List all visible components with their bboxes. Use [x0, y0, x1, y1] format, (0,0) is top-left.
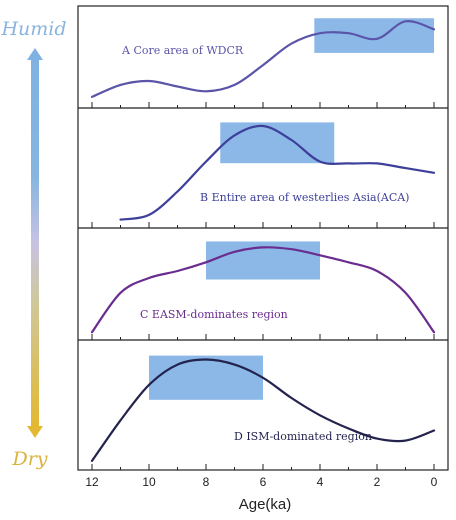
x-tick-label: 0	[431, 475, 438, 489]
series-line	[119, 124, 436, 221]
series-line	[90, 20, 436, 98]
x-tick-label: 8	[203, 475, 210, 489]
arrow-head-up	[27, 48, 43, 60]
panel-label: D ISM-dominated region	[234, 430, 372, 443]
panel-label: A Core area of WDCR	[121, 44, 244, 57]
panel-label: B Entire area of westerlies Asia(ACA)	[200, 191, 409, 204]
x-tick-label: 2	[374, 475, 381, 489]
x-tick-label: 12	[85, 475, 99, 489]
plot-frame	[77, 5, 449, 471]
humid-label: Humid	[0, 18, 66, 40]
humid-dry-arrow	[27, 48, 43, 438]
x-axis-title: Age(ka)	[239, 496, 292, 513]
series-line	[90, 246, 436, 334]
panels: A Core area of WDCR B Entire area of west…	[78, 18, 448, 462]
panel-d: D ISM-dominated region	[90, 355, 436, 462]
panel-b: B Entire area of westerlies Asia(ACA)	[78, 122, 448, 229]
humid-window-box	[149, 355, 263, 400]
humid-window-box	[314, 18, 434, 53]
panel-c: C EASM-dominates region	[78, 241, 448, 341]
x-axis: 12 10 8 6 4 2 0	[85, 464, 438, 489]
arrow-head-down	[27, 426, 43, 438]
x-tick-label: 10	[142, 475, 156, 489]
panel-a: A Core area of WDCR	[78, 18, 448, 109]
x-tick-label: 6	[260, 475, 267, 489]
humid-window-box	[220, 122, 335, 164]
x-tick-label: 4	[317, 475, 324, 489]
arrow-shaft	[31, 60, 39, 426]
series-line	[90, 358, 436, 462]
panel-label: C EASM-dominates region	[140, 308, 288, 321]
dry-label: Dry	[11, 448, 47, 470]
